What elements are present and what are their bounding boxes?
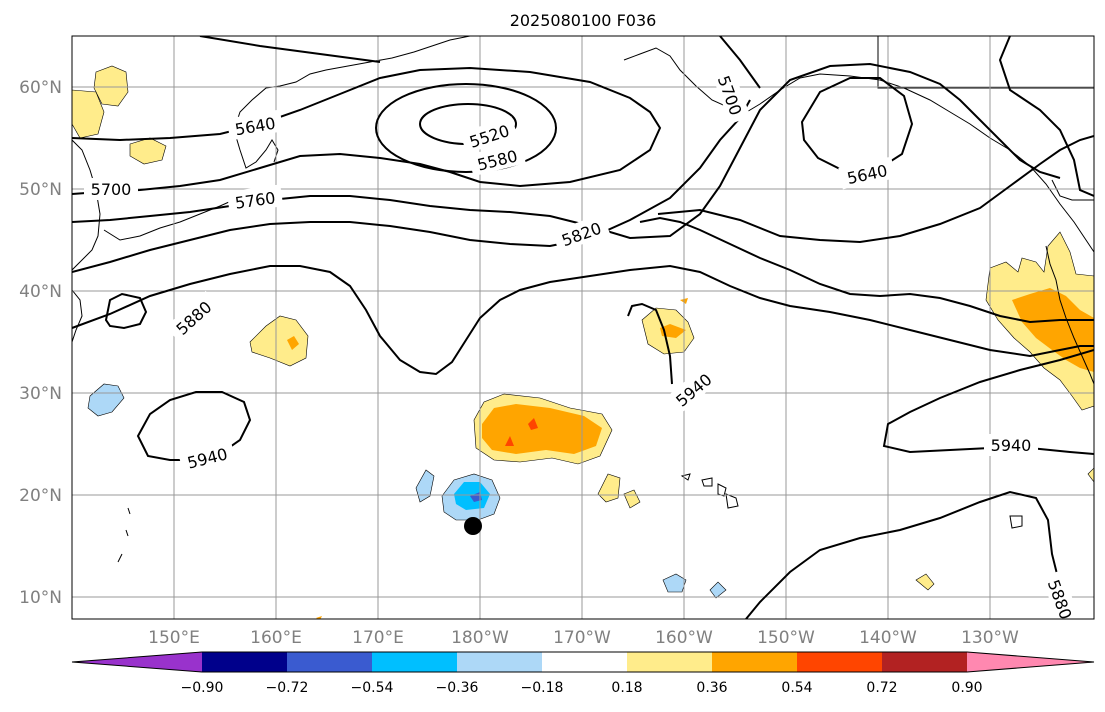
coastline-alaska-gulf: [739, 73, 1094, 253]
coastline-kamchatka: [233, 129, 279, 169]
colorbar-tick-label: −0.36: [436, 680, 479, 696]
contour-5580: [375, 83, 557, 173]
anomaly-patch-red: [505, 436, 514, 446]
anomaly-fills: [72, 65, 1094, 619]
contour-5820-east: [639, 216, 1094, 324]
lon-label: 130°W: [961, 628, 1019, 648]
colorbar-segment: [882, 652, 967, 672]
contour-5760: [72, 99, 751, 273]
lat-label: 10°N: [19, 588, 62, 608]
contour-label: 5940: [991, 436, 1032, 455]
coastlines: [72, 36, 1094, 563]
colorbar-tick-label: 0.54: [781, 680, 812, 696]
anomaly-patch-orange: [1012, 288, 1094, 372]
colorbar-segment: [797, 652, 882, 672]
anomaly-patch-orange: [316, 616, 322, 619]
colorbar-segment: [287, 652, 372, 672]
contour-5700-alaska: [719, 36, 761, 89]
colorbar-segment: [202, 652, 287, 672]
colorbar-segment: [372, 652, 457, 672]
lon-label: 160°W: [655, 628, 713, 648]
anomaly-patch-warm: [249, 315, 309, 367]
contour-labels: 5520 5580 5640 5640 5700 5760 5700 5820 …: [84, 65, 1081, 619]
lon-label: 140°W: [859, 628, 917, 648]
anomaly-patch-orange: [660, 324, 686, 338]
coastline-hawaii: [680, 473, 739, 509]
colorbar-extend-high: [967, 652, 1094, 672]
colorbar-tick-label: 0.18: [611, 680, 642, 696]
contour-5640-east: [800, 77, 914, 173]
map-frame: [71, 35, 1095, 620]
colorbar-tick-label: 0.72: [866, 680, 897, 696]
contour-5880-small: [104, 292, 148, 330]
contour-5820: [657, 135, 1094, 244]
coastline-california: [1045, 245, 1094, 385]
coastline-island: [1009, 515, 1023, 529]
map-background: [72, 36, 1094, 619]
lat-label: 30°N: [19, 384, 62, 404]
lon-label: 160°E: [250, 628, 302, 648]
border-canada-us: [1051, 179, 1094, 201]
lat-label: 20°N: [19, 486, 62, 506]
lon-label: 150°E: [148, 628, 200, 648]
coastline-micronesia: [117, 507, 131, 563]
colorbar-tick-label: −0.18: [521, 680, 564, 696]
contour-5640: [72, 66, 662, 195]
colorbar-tick-label: −0.72: [266, 680, 309, 696]
coastline-japan: [72, 289, 83, 343]
colorbar: −0.90 −0.72 −0.54 −0.36 −0.18 0.18 0.36 0.54 0.7…: [71, 651, 1095, 696]
colorbar-outline: [71, 651, 1095, 673]
colorbar-segment: [542, 652, 627, 672]
contour-5940-center: [627, 302, 673, 385]
lat-label: 60°N: [19, 78, 62, 98]
lon-label: 170°E: [352, 628, 404, 648]
latitude-labels: 60°N 50°N 40°N 30°N 20°N 10°N: [19, 78, 62, 608]
storm-center-dot: [464, 517, 482, 535]
coastline-asia: [233, 36, 471, 131]
lat-label: 40°N: [19, 282, 62, 302]
anomaly-patch-cool: [415, 469, 435, 503]
contour-5700-north: [199, 36, 381, 63]
colorbar-segment: [712, 652, 797, 672]
colorbar-segment: [457, 652, 542, 672]
anomaly-patch-red: [528, 418, 538, 430]
figure-title: 2025080100 F036: [510, 11, 657, 30]
colorbar-extend-low: [72, 652, 202, 672]
lat-label: 50°N: [19, 180, 62, 200]
colorbar-tick-label: 0.90: [951, 680, 982, 696]
coastline-japan-north: [72, 139, 101, 271]
anomaly-patch-warm: [915, 573, 935, 591]
lon-label: 180°W: [451, 628, 509, 648]
map-content: 5520 5580 5640 5640 5700 5760 5700 5820 …: [72, 36, 1094, 619]
anomaly-patch-cool: [87, 383, 125, 417]
anomaly-patch-warm: [72, 89, 105, 139]
gridlines: [72, 36, 1094, 619]
colorbar-tick-label: −0.54: [351, 680, 394, 696]
contour-5880: [72, 264, 1094, 376]
lon-label: 170°W: [553, 628, 611, 648]
contour-5940-west: [136, 391, 252, 461]
colorbar-tick-label: 0.36: [696, 680, 727, 696]
contour-5700-east: [998, 36, 1094, 197]
colorbar-tick-label: −0.90: [181, 680, 224, 696]
anomaly-patch-warm: [1087, 467, 1094, 483]
border-canada: [877, 36, 1094, 89]
anomaly-patch-cool: [709, 581, 727, 599]
contour-label: 5700: [91, 180, 132, 199]
colorbar-segment: [627, 652, 712, 672]
contour-5880-south: [745, 490, 1073, 619]
lon-label: 150°W: [757, 628, 815, 648]
anomaly-patch-orange: [287, 336, 299, 350]
longitude-labels: 150°E 160°E 170°E 180°W 170°W 160°W 150°…: [148, 628, 1019, 648]
anomaly-patch-warm: [93, 65, 129, 107]
